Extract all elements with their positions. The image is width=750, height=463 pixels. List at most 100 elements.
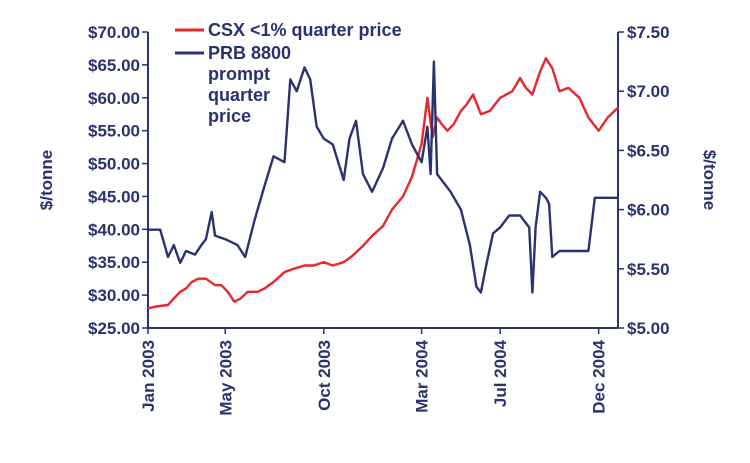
data-point [499, 97, 501, 99]
data-point [236, 244, 239, 246]
data-point [426, 97, 428, 99]
data-point [511, 90, 513, 92]
data-point [220, 284, 222, 286]
data-point [292, 268, 295, 270]
x-ticks: Jan 2003 May 2003 Oct 2003 Mar 2004 Jul 2004… [139, 328, 609, 416]
data-point [617, 197, 619, 199]
data-point [263, 287, 266, 290]
data-point [272, 155, 275, 157]
data-point [489, 110, 491, 112]
data-point [205, 278, 207, 280]
data-point [348, 138, 351, 140]
data-point [548, 203, 550, 205]
data-point [197, 278, 199, 280]
data-point [607, 116, 609, 119]
data-point [480, 113, 482, 115]
data-point [472, 93, 474, 96]
data-point [303, 264, 306, 267]
data-point [617, 107, 619, 109]
data-point [587, 116, 590, 119]
data-point [607, 197, 609, 199]
data-point [362, 245, 364, 247]
x-tick-label: Dec 2004 [590, 339, 609, 413]
data-point [460, 209, 462, 211]
data-point [558, 250, 561, 252]
data-point [227, 291, 229, 293]
data-point [598, 130, 600, 132]
right-tick-label: $5.00 [627, 319, 670, 338]
data-point [411, 176, 413, 178]
data-point [475, 286, 477, 288]
data-point [200, 244, 202, 246]
left-tick-label: $45.00 [88, 187, 140, 206]
data-point [214, 235, 216, 237]
data-point [343, 261, 345, 263]
data-point [272, 281, 275, 283]
x-tick-label: Oct 2003 [315, 340, 334, 411]
right-axis-title: $/tonne [700, 150, 719, 210]
data-point [214, 284, 216, 286]
data-point [436, 173, 438, 175]
data-point [545, 57, 547, 59]
data-point [453, 123, 455, 125]
data-point [436, 116, 438, 119]
data-point [531, 93, 534, 96]
data-point [411, 143, 413, 146]
data-point [303, 66, 306, 69]
data-point [156, 305, 158, 307]
data-point [343, 179, 345, 181]
data-point [433, 61, 435, 63]
x-tick-label: May 2003 [216, 340, 235, 416]
data-point [185, 287, 187, 290]
data-point [539, 191, 541, 193]
left-tick-label: $70.00 [88, 23, 140, 42]
right-tick-label: $5.50 [627, 260, 670, 279]
data-point [371, 191, 373, 193]
data-point [240, 297, 242, 299]
data-point [256, 291, 259, 293]
data-point [205, 238, 207, 240]
data-point [167, 304, 169, 306]
series-group [147, 57, 619, 310]
left-y-ticks: $70.00 $65.00 $60.00 $55.00 $50.00 $45.00 $40.… [88, 23, 148, 338]
data-point [159, 229, 161, 231]
data-point [450, 191, 452, 193]
left-tick-label: $55.00 [88, 122, 140, 141]
data-point [492, 232, 494, 234]
data-point [402, 120, 404, 122]
data-point [323, 261, 325, 263]
data-point [460, 110, 462, 112]
data-point [508, 214, 510, 217]
data-point [224, 238, 226, 240]
data-point [352, 255, 354, 257]
data-point [316, 126, 318, 128]
data-point [539, 70, 541, 73]
data-point [382, 225, 384, 227]
data-point [185, 250, 187, 252]
data-point [426, 126, 428, 128]
x-tick-label: Jul 2004 [491, 339, 510, 407]
data-point [296, 90, 298, 92]
data-point [332, 264, 334, 267]
data-point [480, 291, 482, 294]
right-tick-label: $6.00 [627, 201, 670, 220]
data-point [167, 256, 169, 258]
data-point [253, 220, 255, 222]
data-point [247, 291, 249, 293]
data-point [531, 291, 534, 294]
data-point [147, 229, 149, 231]
left-axis-title: $/tonne [37, 150, 56, 210]
data-point [578, 97, 581, 99]
data-point [191, 281, 193, 283]
data-point [263, 185, 266, 187]
x-tick-label: Mar 2004 [413, 339, 432, 412]
data-point [289, 78, 291, 80]
data-point [147, 307, 149, 309]
left-tick-label: $60.00 [88, 89, 140, 108]
data-point [283, 271, 286, 273]
data-point [578, 250, 581, 252]
right-tick-label: $7.00 [627, 82, 670, 101]
data-point [499, 226, 501, 228]
